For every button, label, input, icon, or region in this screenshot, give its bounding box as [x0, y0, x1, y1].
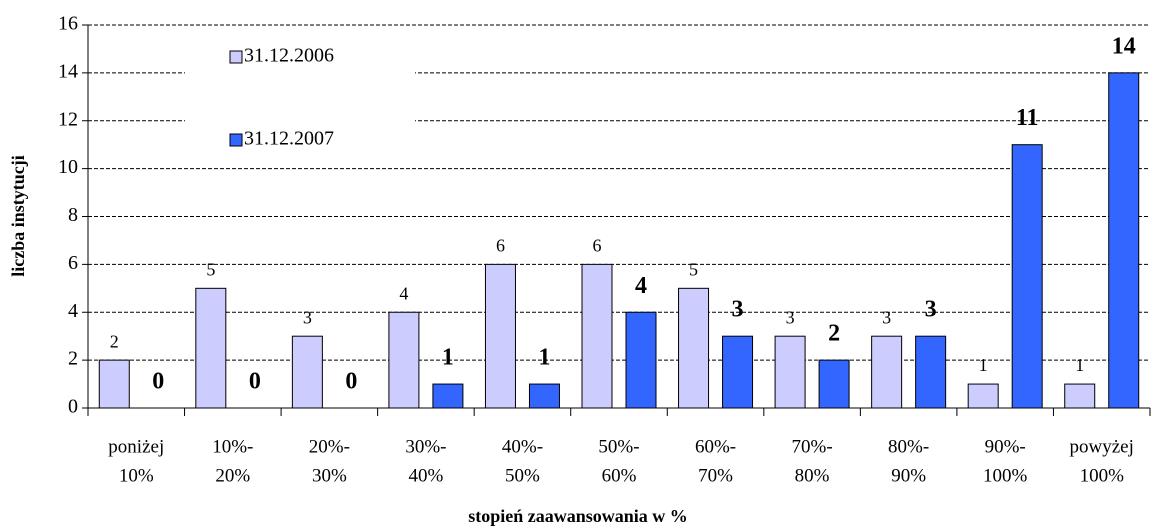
- bar: [871, 335, 903, 409]
- data-label: 1: [442, 345, 454, 371]
- legend-swatch: [229, 50, 243, 64]
- x-tick-label: 30%-: [405, 436, 446, 457]
- data-label: 0: [249, 369, 261, 395]
- y-tick-label: 14: [58, 60, 78, 82]
- bar: [915, 335, 947, 409]
- x-tick-label: 90%-: [985, 436, 1026, 457]
- bar: [528, 383, 560, 409]
- x-tick-label: 70%: [698, 465, 733, 486]
- y-tick-label: 8: [68, 204, 78, 226]
- y-tick-label: 2: [68, 348, 78, 370]
- x-tick-label: 100%: [1080, 465, 1125, 486]
- x-tick-label: 50%-: [598, 436, 639, 457]
- data-label: 0: [345, 369, 357, 395]
- data-label: 1: [1075, 355, 1084, 375]
- data-label: 3: [732, 297, 744, 323]
- data-label: 4: [635, 273, 647, 299]
- data-label: 5: [689, 259, 698, 279]
- x-tick-label: 90%: [891, 465, 926, 486]
- bar: [625, 311, 657, 409]
- x-tick-label: 60%: [602, 465, 637, 486]
- x-tick-label: 40%: [408, 465, 443, 486]
- x-tick-label: 30%: [312, 465, 347, 486]
- data-label: 1: [979, 355, 988, 375]
- data-label: 0: [152, 369, 164, 395]
- bar: [774, 335, 806, 409]
- data-label: 6: [496, 236, 505, 256]
- bar: [1064, 383, 1096, 409]
- data-label: 6: [593, 236, 602, 256]
- legend-label: 31.12.2006: [244, 45, 334, 67]
- bar: [722, 335, 754, 409]
- bar: [484, 263, 516, 409]
- x-tick-label: 70%-: [792, 436, 833, 457]
- legend-swatch: [229, 133, 243, 147]
- x-tick-label: 10%: [119, 465, 154, 486]
- y-tick-label: 12: [58, 108, 78, 130]
- y-tick-label: 4: [68, 300, 78, 322]
- data-label: 5: [206, 259, 215, 279]
- data-label: 3: [303, 307, 312, 327]
- x-tick-label: 80%-: [888, 436, 929, 457]
- y-axis-title: liczba instytucji: [8, 155, 28, 277]
- bar: [388, 311, 420, 409]
- y-tick-label: 6: [68, 252, 78, 274]
- bar: [291, 335, 323, 409]
- y-tick-label: 16: [58, 13, 78, 35]
- x-tick-label: poniżej: [108, 436, 164, 457]
- x-tick-label: powyżej: [1070, 436, 1134, 457]
- data-label: 1: [538, 345, 550, 371]
- y-tick-label: 10: [58, 156, 78, 178]
- bar: [195, 287, 227, 409]
- data-label: 4: [399, 283, 408, 303]
- x-tick-label: 60%-: [695, 436, 736, 457]
- bar: [818, 359, 850, 409]
- x-axis-title: stopień zaawansowania w %: [468, 506, 688, 526]
- x-tick-label: 20%-: [309, 436, 350, 457]
- data-label: 3: [882, 307, 891, 327]
- data-label: 3: [925, 297, 937, 323]
- bar: [1011, 144, 1043, 409]
- x-tick-label: 80%: [795, 465, 830, 486]
- data-label: 2: [110, 331, 119, 351]
- bar: [678, 287, 710, 409]
- bar: [98, 359, 130, 409]
- data-label: 3: [786, 307, 795, 327]
- x-tick-label: 100%: [983, 465, 1028, 486]
- legend-box: [185, 35, 415, 160]
- legend-label: 31.12.2007: [244, 128, 334, 150]
- data-label: 14: [1112, 33, 1136, 59]
- y-tick-label: 0: [68, 396, 78, 418]
- x-tick-label: 20%: [215, 465, 250, 486]
- bar: [1108, 72, 1140, 409]
- bar: [581, 263, 613, 409]
- x-tick-label: 40%-: [502, 436, 543, 457]
- x-tick-label: 50%: [505, 465, 540, 486]
- bar: [432, 383, 464, 409]
- data-label: 11: [1016, 105, 1039, 131]
- x-tick-label: 10%-: [212, 436, 253, 457]
- data-label: 2: [828, 321, 840, 347]
- bar: [967, 383, 999, 409]
